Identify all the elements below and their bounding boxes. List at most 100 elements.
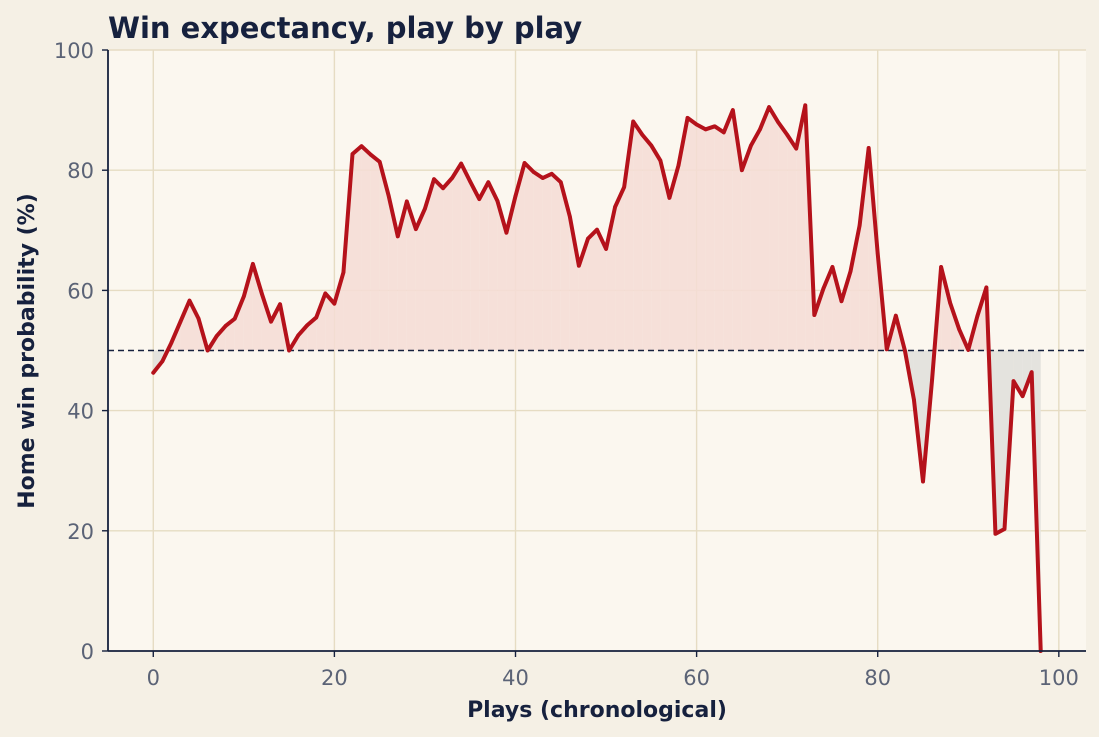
data-point <box>350 152 355 156</box>
data-point <box>368 152 373 157</box>
area-above-50 <box>660 160 670 351</box>
area-above-50 <box>578 238 588 351</box>
data-point <box>558 180 563 185</box>
area-above-50 <box>252 263 262 351</box>
data-point <box>504 230 509 235</box>
data-point <box>1020 394 1025 398</box>
series-layer <box>151 103 1043 653</box>
data-point <box>214 334 219 338</box>
area-above-50 <box>370 154 380 351</box>
area-above-50 <box>379 161 389 351</box>
x-tick-label: 0 <box>147 666 160 690</box>
area-above-50 <box>443 178 453 351</box>
area-above-50 <box>569 216 579 351</box>
data-point <box>676 163 681 168</box>
area-above-50 <box>506 196 516 351</box>
area-above-50 <box>787 134 797 351</box>
data-point <box>314 315 319 320</box>
data-point <box>577 263 581 268</box>
data-point <box>495 199 500 203</box>
area-above-50 <box>488 182 498 351</box>
area-above-50 <box>361 146 371 351</box>
data-point <box>749 143 753 148</box>
data-point <box>848 269 853 273</box>
area-above-50 <box>406 201 416 351</box>
data-point <box>631 119 636 124</box>
data-point <box>432 177 436 182</box>
area-above-50 <box>760 107 770 351</box>
area-above-50 <box>352 146 362 351</box>
data-point <box>875 251 880 256</box>
data-point <box>341 270 346 275</box>
data-point <box>269 319 273 324</box>
tick-labels: 0 20 40 60 80 100 0 20 40 60 80 100 <box>54 39 1079 690</box>
area-above-50 <box>615 187 625 351</box>
data-point <box>595 227 599 232</box>
data-point <box>921 479 925 484</box>
area-above-50 <box>814 288 824 351</box>
data-point <box>640 132 645 137</box>
area-above-50 <box>524 162 534 351</box>
y-tick-label: 100 <box>54 39 94 63</box>
data-point <box>586 236 590 241</box>
data-point <box>812 313 817 317</box>
data-point <box>359 144 364 148</box>
data-point <box>1002 527 1007 531</box>
data-point <box>332 301 337 306</box>
data-point <box>522 161 527 165</box>
data-point <box>857 223 862 228</box>
data-point <box>296 333 300 338</box>
data-point <box>803 103 808 108</box>
x-tick-label: 40 <box>502 666 529 690</box>
area-above-50 <box>723 110 733 351</box>
area-above-50 <box>542 173 552 351</box>
area-above-50 <box>769 107 779 351</box>
data-point <box>758 127 762 132</box>
data-point <box>549 172 554 176</box>
axes <box>102 49 1086 657</box>
data-point <box>260 292 264 296</box>
data-point <box>984 285 989 290</box>
area-above-50 <box>633 121 643 351</box>
x-tick-label: 20 <box>321 666 348 690</box>
data-point <box>740 168 744 172</box>
data-point <box>622 185 626 189</box>
data-point <box>568 214 572 219</box>
area-above-50 <box>533 172 543 351</box>
data-point <box>966 348 971 352</box>
area-above-50 <box>479 182 489 351</box>
area-above-50 <box>515 162 525 351</box>
data-point <box>703 127 708 132</box>
area-above-50 <box>687 117 697 351</box>
data-point <box>196 316 201 321</box>
chart-title: Win expectancy, play by play <box>108 11 582 45</box>
data-point <box>776 120 780 124</box>
x-axis-label: Plays (chronological) <box>467 698 727 723</box>
area-above-50 <box>560 182 570 351</box>
area-above-50 <box>216 325 226 351</box>
data-point <box>486 180 491 185</box>
x-tick-label: 100 <box>1039 666 1079 690</box>
area-above-50 <box>796 105 806 351</box>
data-point <box>287 348 291 353</box>
area-above-50 <box>732 110 742 351</box>
data-point <box>794 146 799 151</box>
area-above-50 <box>651 145 661 351</box>
area-above-50 <box>271 304 281 351</box>
data-point <box>694 122 699 127</box>
area-above-50 <box>678 117 688 351</box>
area-above-50 <box>180 300 190 351</box>
area-above-50 <box>334 272 344 351</box>
area-above-50 <box>452 163 462 351</box>
data-point <box>604 247 608 251</box>
area-above-50 <box>234 296 244 351</box>
y-tick-label: 80 <box>67 159 94 183</box>
area-above-50 <box>741 145 751 351</box>
area-above-50 <box>261 294 271 351</box>
data-point <box>731 108 735 112</box>
data-point <box>223 324 228 328</box>
data-point <box>830 265 835 269</box>
data-point <box>649 143 654 148</box>
data-point <box>513 194 518 198</box>
